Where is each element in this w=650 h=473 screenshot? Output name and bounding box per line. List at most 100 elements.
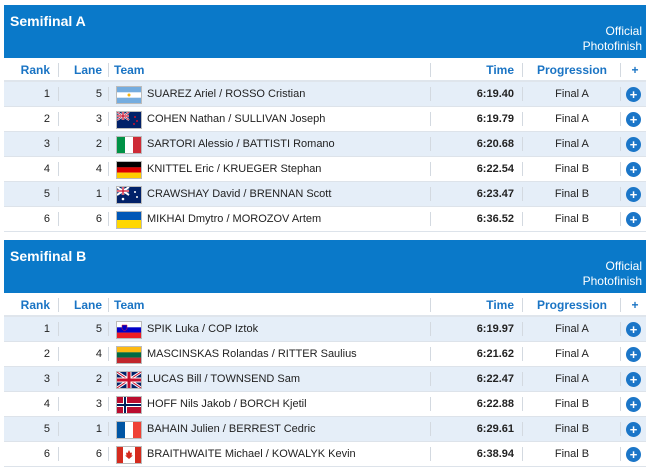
progression: Final B [554,213,590,225]
table-row: 3 2 LUCAS Bill / TOWNSEND Sam 6:22.47 Fi… [4,367,646,392]
expand-plus-icon[interactable]: + [626,372,641,387]
time: 6:21.62 [476,348,514,360]
expand-plus-icon[interactable]: + [626,447,641,462]
lane: 4 [95,163,102,175]
team-name[interactable]: COHEN Nathan / SULLIVAN Joseph [147,113,326,125]
col-progression[interactable]: Progression [536,298,608,312]
lane: 5 [95,323,102,335]
expand-plus-icon[interactable]: + [626,422,641,437]
team-name[interactable]: KNITTEL Eric / KRUEGER Stephan [147,163,322,175]
expand-plus-icon[interactable]: + [626,87,641,102]
col-rank[interactable]: Rank [20,63,50,77]
lane: 3 [95,398,102,410]
time: 6:19.79 [476,113,514,125]
progression: Final A [555,113,589,125]
progression: Final B [554,398,590,410]
expand-plus-icon[interactable]: + [626,187,641,202]
time: 6:20.68 [476,138,514,150]
official-photofinish-link[interactable]: Official Photofinish [582,24,642,53]
official-photofinish-link[interactable]: Official Photofinish [582,259,642,288]
expand-plus-icon[interactable]: + [626,162,641,177]
flag-nzl-icon [116,111,142,129]
progression: Final A [555,348,589,360]
time: 6:38.94 [476,448,514,460]
team-name[interactable]: SARTORI Alessio / BATTISTI Romano [147,138,335,150]
table-row: 5 1 CRAWSHAY David / BRENNAN Scott 6:23.… [4,182,646,207]
col-rank[interactable]: Rank [20,298,50,312]
table-row: 4 3 HOFF Nils Jakob / BORCH Kjetil 6:22.… [4,392,646,417]
lane: 3 [95,113,102,125]
col-time[interactable]: Time [486,63,514,77]
column-header-row: Rank Lane Team Time Progression + [4,58,646,82]
time: 6:22.47 [476,373,514,385]
panel-title: Semifinal B [10,248,87,264]
team-name[interactable]: CRAWSHAY David / BRENNAN Scott [147,188,332,200]
expand-plus-icon[interactable]: + [626,347,641,362]
table-row: 2 3 COHEN Nathan / SULLIVAN Joseph 6:19.… [4,107,646,132]
flag-ukr-icon [116,211,142,229]
expand-plus-icon[interactable]: + [626,112,641,127]
lane: 2 [95,373,102,385]
table-row: 3 2 SARTORI Alessio / BATTISTI Romano 6:… [4,132,646,157]
flag-arg-icon [116,86,142,104]
lane: 6 [95,448,102,460]
table-row: 6 6 MIKHAI Dmytro / MOROZOV Artem 6:36.5… [4,207,646,232]
semifinal-panel: Semifinal B Official Photofinish Rank La… [4,240,646,467]
col-progression[interactable]: Progression [536,63,608,77]
table-row: 4 4 KNITTEL Eric / KRUEGER Stephan 6:22.… [4,157,646,182]
column-header-row: Rank Lane Team Time Progression + [4,293,646,317]
team-name[interactable]: HOFF Nils Jakob / BORCH Kjetil [147,398,307,410]
rank: 1 [43,88,50,100]
col-expand[interactable]: + [631,63,639,77]
time: 6:36.52 [476,213,514,225]
col-team[interactable]: Team [114,298,145,312]
col-lane[interactable]: Lane [73,63,102,77]
team-name[interactable]: BRAITHWAITE Michael / KOWALYK Kevin [147,448,356,460]
progression: Final B [554,188,590,200]
table-row: 5 1 BAHAIN Julien / BERREST Cedric 6:29.… [4,417,646,442]
expand-plus-icon[interactable]: + [626,212,641,227]
progression: Final A [555,373,589,385]
table-row: 1 5 SUAREZ Ariel / ROSSO Cristian 6:19.4… [4,82,646,107]
flag-aus-icon [116,186,142,204]
rank: 2 [43,113,50,125]
flag-nor-icon [116,396,142,414]
flag-gbr-icon [116,371,142,389]
flag-ltu-icon [116,346,142,364]
expand-plus-icon[interactable]: + [626,137,641,152]
flag-slo-icon [116,321,142,339]
team-name[interactable]: SPIK Luka / COP Iztok [147,323,259,335]
lane: 1 [95,423,102,435]
col-time[interactable]: Time [486,298,514,312]
flag-ita-icon [116,136,142,154]
team-name[interactable]: MIKHAI Dmytro / MOROZOV Artem [147,213,322,225]
time: 6:23.47 [476,188,514,200]
flag-ger-icon [116,161,142,179]
team-name[interactable]: LUCAS Bill / TOWNSEND Sam [147,373,301,385]
expand-plus-icon[interactable]: + [626,397,641,412]
table-row: 6 6 BRAITHWAITE Michael / KOWALYK Kevin … [4,442,646,467]
progression: Final A [555,88,589,100]
progression: Final A [555,138,589,150]
rank: 2 [43,348,50,360]
expand-plus-icon[interactable]: + [626,322,641,337]
time: 6:29.61 [476,423,514,435]
lane: 5 [95,88,102,100]
col-lane[interactable]: Lane [73,298,102,312]
progression: Final B [554,448,590,460]
rank: 6 [43,213,50,225]
team-name[interactable]: SUAREZ Ariel / ROSSO Cristian [147,88,306,100]
lane: 2 [95,138,102,150]
time: 6:19.97 [476,323,514,335]
col-team[interactable]: Team [114,63,145,77]
col-expand[interactable]: + [631,298,639,312]
progression: Final A [555,323,589,335]
team-name[interactable]: BAHAIN Julien / BERREST Cedric [147,423,316,435]
flag-can-icon [116,446,142,464]
rank: 5 [43,188,50,200]
team-name[interactable]: MASCINSKAS Rolandas / RITTER Saulius [147,348,357,360]
flag-fra-icon [116,421,142,439]
rank: 5 [43,423,50,435]
rank: 3 [43,373,50,385]
table-row: 1 5 SPIK Luka / COP Iztok 6:19.97 Final … [4,317,646,342]
